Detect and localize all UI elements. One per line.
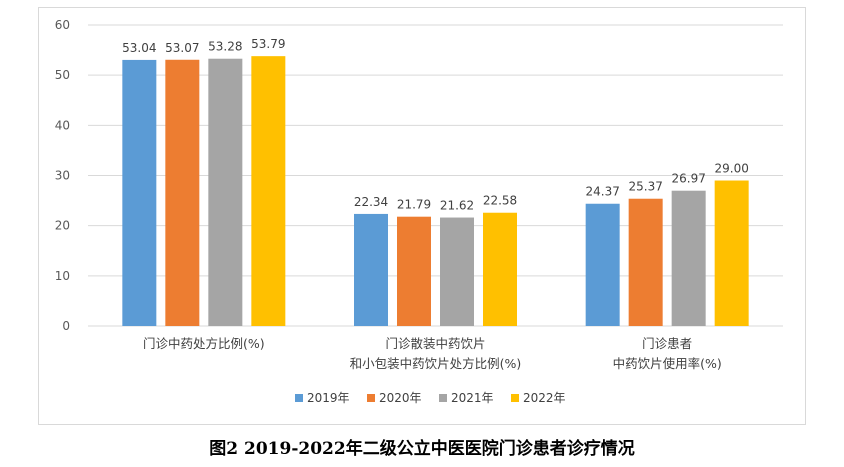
data-labels: 53.04 53.07 53.28 53.79 22.34 21.79 21.62 22.58… <box>122 37 749 212</box>
bar <box>440 217 474 326</box>
data-label: 25.37 <box>628 180 662 194</box>
data-label: 53.79 <box>251 37 285 51</box>
y-tick-label: 40 <box>55 118 70 132</box>
legend-label: 2021年 <box>451 391 494 405</box>
y-tick-label: 0 <box>62 319 70 333</box>
data-label: 26.97 <box>671 172 705 186</box>
y-tick-label: 20 <box>55 219 70 233</box>
chart-frame: 0 10 20 30 40 50 60 53.04 53.07 53.28 53.79 22.34 2… <box>38 7 806 425</box>
bar <box>208 58 243 326</box>
bar <box>354 213 388 326</box>
bar <box>483 212 517 326</box>
bar <box>628 198 663 326</box>
bar <box>397 216 431 326</box>
x-tick-label: 中药饮片使用率(%) <box>613 356 722 371</box>
bar <box>165 59 200 326</box>
x-tick-label: 门诊中药处方比例(%) <box>143 336 265 351</box>
y-axis-ticks: 0 10 20 30 40 50 60 <box>55 18 70 333</box>
data-label: 24.37 <box>585 185 619 199</box>
legend-swatch <box>295 394 303 402</box>
y-tick-label: 30 <box>55 169 70 183</box>
legend: 2019年 2020年 2021年 2022年 <box>295 391 566 405</box>
data-label: 29.00 <box>714 162 748 176</box>
legend-swatch <box>511 394 519 402</box>
data-label: 53.28 <box>208 40 242 54</box>
data-label: 22.58 <box>483 194 517 208</box>
data-label: 21.79 <box>397 198 431 212</box>
y-tick-label: 10 <box>55 269 70 283</box>
bar <box>714 180 749 326</box>
legend-label: 2020年 <box>379 391 422 405</box>
data-label: 21.62 <box>440 199 474 213</box>
legend-label: 2019年 <box>307 391 350 405</box>
y-tick-label: 60 <box>55 18 70 32</box>
bar <box>671 190 706 326</box>
x-tick-label: 和小包装中药饮片处方比例(%) <box>350 356 522 371</box>
legend-label: 2022年 <box>523 391 566 405</box>
figure-caption: 图2 2019-2022年二级公立中医医院门诊患者诊疗情况 <box>209 439 635 459</box>
legend-swatch <box>439 394 447 402</box>
data-label: 22.34 <box>354 195 388 209</box>
bar <box>585 203 620 326</box>
bars <box>122 56 749 326</box>
data-label: 53.07 <box>165 41 199 55</box>
x-tick-label: 门诊患者 <box>642 336 692 351</box>
data-label: 53.04 <box>122 41 156 55</box>
x-tick-label: 门诊散装中药饮片 <box>385 336 485 351</box>
bar <box>251 56 286 326</box>
bar <box>122 59 157 326</box>
legend-swatch <box>367 394 375 402</box>
y-tick-label: 50 <box>55 68 70 82</box>
gridlines <box>88 24 783 327</box>
bar-chart: 0 10 20 30 40 50 60 53.04 53.07 53.28 53.79 22.34 2… <box>55 18 783 405</box>
